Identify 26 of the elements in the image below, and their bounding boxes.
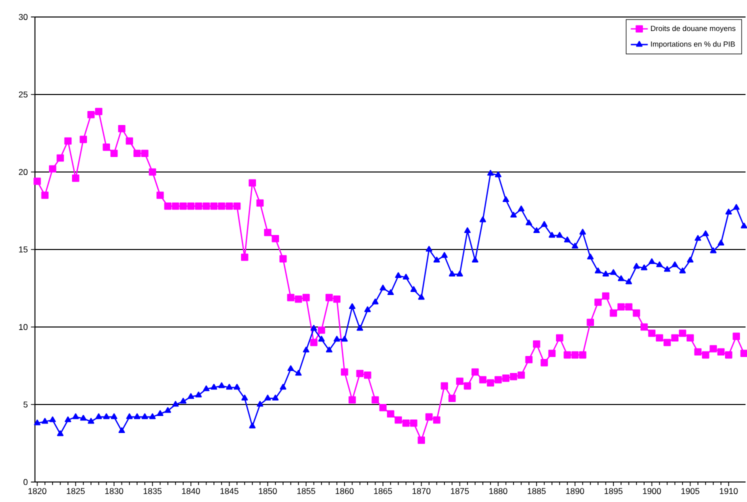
x-tick-label: 1875 [450,488,469,494]
y-tick-label: 30 [18,14,28,20]
x-tick-label: 1885 [528,488,546,494]
x-tick-label: 1820 [28,488,46,494]
x-tick-label: 1890 [566,488,584,494]
x-tick-label: 1860 [336,488,354,494]
x-tick-label: 1830 [105,488,124,494]
x-tick-label: 1845 [220,488,238,494]
y-tick-label: 25 [18,91,28,98]
x-tick-label: 1910 [720,488,738,494]
x-tick-label: 1855 [297,488,316,494]
y-tick-label: 15 [19,246,28,252]
x-tick-label: 1835 [144,488,162,494]
y-tick-label: 10 [19,324,28,330]
x-tick-label: 1905 [681,488,700,494]
x-tick-label: 1840 [182,488,200,494]
x-tick-label: 1870 [412,488,430,494]
x-tick-label: 1825 [66,488,85,494]
x-tick-label: 1850 [258,488,277,494]
x-tick-label: 1880 [489,488,508,494]
y-tick-label: 0 [24,479,28,486]
y-tick-label: 20 [18,168,28,175]
y-tick-label: 5 [24,402,28,408]
x-tick-label: 1865 [374,488,392,494]
x-tick-label: 1900 [643,488,661,494]
x-tick-label: 1895 [604,488,622,494]
